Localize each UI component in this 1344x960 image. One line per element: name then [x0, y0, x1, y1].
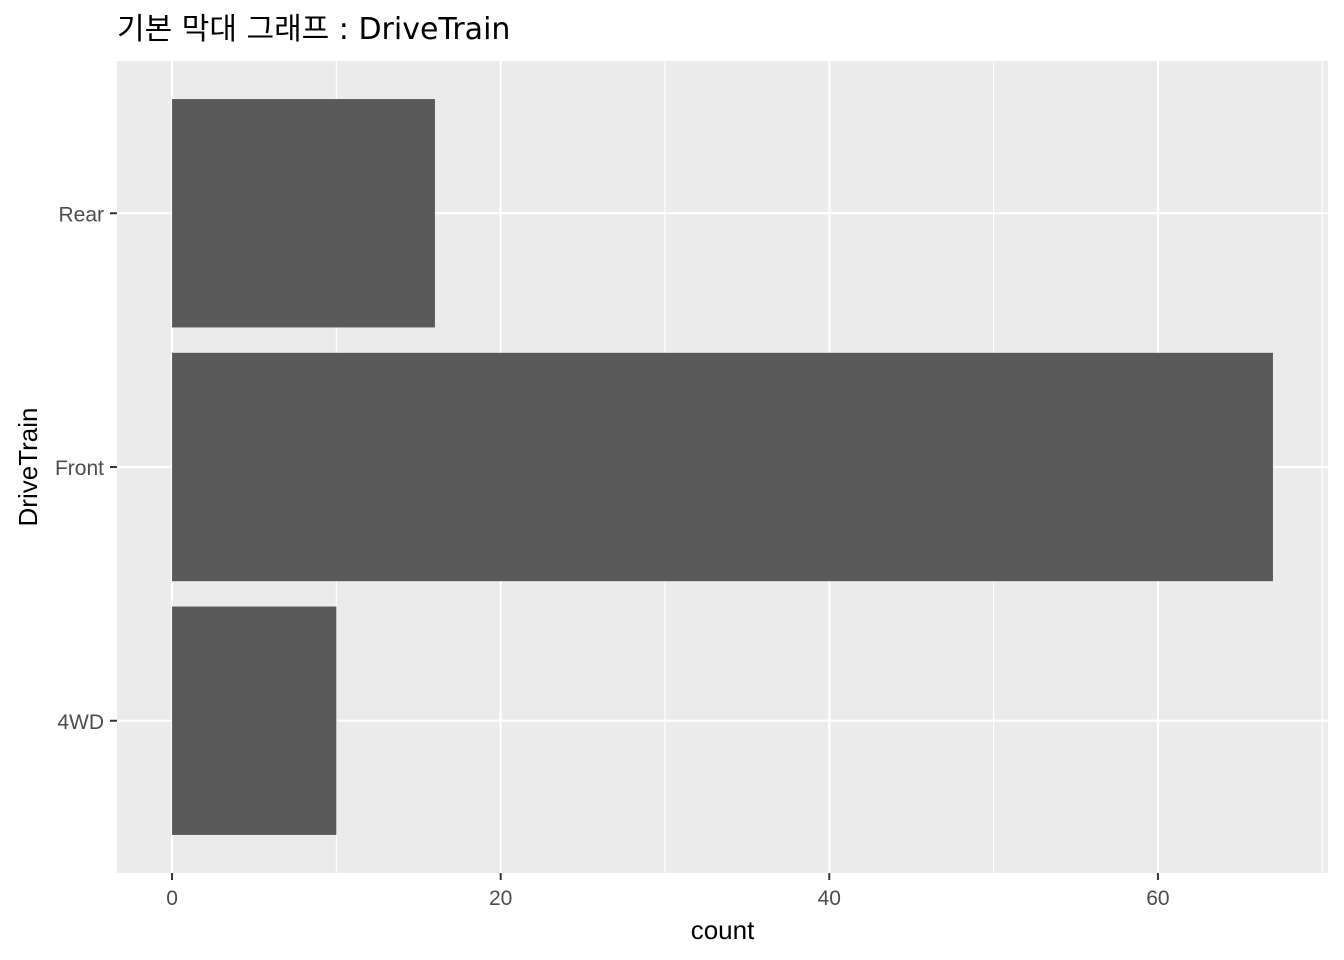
y-axis: 4WD Front Rear [55, 203, 117, 734]
bar-front [172, 352, 1273, 582]
bars [172, 99, 1273, 835]
y-tick-label: 4WD [57, 711, 104, 734]
y-tick-label: Rear [58, 203, 104, 226]
x-axis: 0 20 40 60 [166, 873, 1170, 910]
y-axis-title: DriveTrain [13, 408, 43, 527]
x-tick-label: 60 [1146, 887, 1169, 910]
x-tick-label: 40 [818, 887, 841, 910]
x-axis-title: count [691, 915, 755, 945]
x-tick-label: 0 [166, 887, 178, 910]
x-tick-label: 20 [489, 887, 512, 910]
bar-rear [172, 99, 435, 328]
bar-4wd [172, 606, 337, 835]
y-tick-label: Front [55, 457, 104, 480]
chart-title: 기본 막대 그래프 : DriveTrain [117, 12, 511, 47]
